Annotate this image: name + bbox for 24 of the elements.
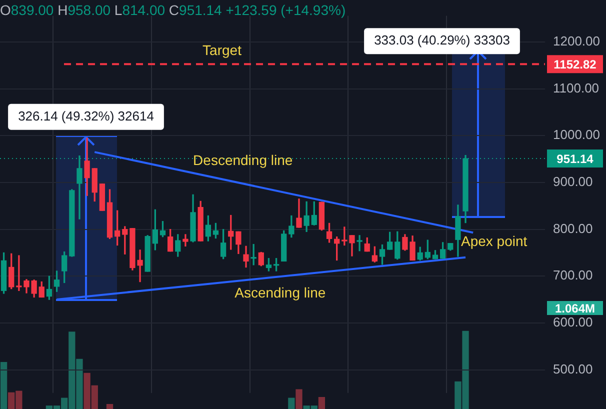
bar (106, 404, 114, 409)
ref-line-label: 1152.82 (554, 57, 597, 72)
ref-line-label: 951.14 (556, 152, 594, 166)
y-tick-label: 700.00 (553, 268, 593, 283)
text: O839.00 H958.00 L814.00 C951.14 +123.59 (+14.93%) (0, 2, 346, 18)
y-tick-label: 600.00 (553, 314, 593, 330)
annotation: 326.14 (49.32%) 32614 (18, 108, 154, 124)
y-tick-label: 900.00 (553, 174, 593, 190)
series-label: Ascending line (234, 284, 326, 300)
text: 1.064M (554, 301, 596, 316)
bar (318, 396, 326, 409)
bar (296, 389, 302, 409)
y-tick-label: 1200.00 (553, 34, 600, 49)
y-tick-label: 800.00 (553, 220, 593, 236)
annotation: Target (202, 42, 242, 58)
series-label: Descending line (193, 152, 293, 168)
bar (288, 398, 295, 409)
y-tick-label: 500.00 (553, 361, 593, 376)
y-tick-label: 1100.00 (553, 80, 600, 96)
annotation: 333.03 (40.29%) 33303 (374, 32, 510, 48)
candlestick (99, 184, 106, 211)
y-tick-label: 1000.00 (553, 127, 600, 142)
annotation: Apex point (461, 232, 528, 249)
bar (0, 362, 8, 409)
